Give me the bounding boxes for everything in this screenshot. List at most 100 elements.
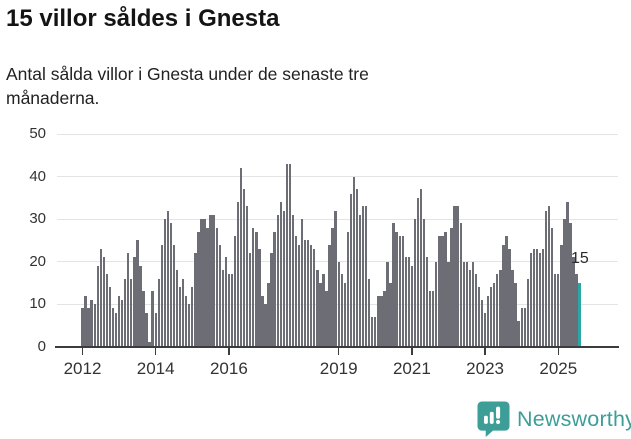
x-axis-label: 2025: [539, 358, 578, 378]
bar: [221, 270, 224, 347]
bar: [185, 295, 188, 347]
bar: [105, 274, 109, 347]
bar: [181, 278, 185, 347]
bar: [401, 236, 404, 347]
bar: [124, 278, 127, 347]
x-axis-label: 2012: [63, 358, 102, 378]
bar: [273, 231, 276, 347]
bar: [175, 270, 179, 347]
bar: [514, 282, 517, 347]
bar: [459, 223, 462, 347]
bar: [462, 261, 465, 347]
bar: [319, 282, 322, 347]
bar: [340, 274, 343, 347]
bar: [166, 210, 170, 347]
bar: [81, 308, 84, 347]
bar: [215, 227, 218, 347]
bar: [490, 287, 493, 347]
bar: [93, 304, 96, 347]
bar: [371, 316, 374, 347]
bar: [294, 236, 298, 347]
bar: [255, 231, 258, 347]
x-axis-label: 2023: [466, 358, 504, 378]
bar: [120, 299, 124, 347]
bar: [474, 274, 478, 347]
bar: [483, 312, 487, 347]
bar: [535, 248, 539, 347]
bar: [456, 206, 459, 347]
bar: [551, 227, 554, 347]
bar: [575, 274, 578, 347]
bar: [441, 236, 444, 347]
bar: [227, 274, 231, 347]
bar: [444, 231, 447, 347]
bar: [453, 206, 456, 347]
bar: [499, 270, 502, 347]
x-axis-label: 2019: [319, 358, 358, 378]
bar: [364, 206, 368, 347]
bar: [218, 244, 221, 347]
x-axis-line: [55, 345, 619, 348]
bar: [337, 261, 340, 347]
bar: [130, 278, 133, 347]
bar: [310, 244, 313, 347]
bar: [380, 295, 383, 347]
bar: [264, 304, 267, 347]
bar: [554, 274, 557, 347]
x-axis-tick: [228, 347, 230, 355]
gridline: [57, 133, 618, 135]
y-axis-label: 10: [29, 295, 46, 312]
bar: [560, 244, 563, 347]
bar: [242, 189, 246, 347]
bar: [291, 214, 295, 347]
bar: [389, 282, 392, 347]
bar: [224, 257, 228, 347]
bar: [429, 291, 432, 347]
bar: [114, 312, 118, 347]
bar: [322, 274, 325, 347]
bar: [249, 253, 252, 347]
bar: [307, 240, 310, 347]
newsworthy-logo[interactable]: Newsworthy: [477, 401, 631, 437]
bar: [160, 244, 163, 347]
bar: [563, 219, 566, 347]
bar: [419, 189, 423, 347]
bar: [172, 244, 176, 347]
bar: [139, 265, 142, 347]
bar: [303, 240, 307, 347]
bar: [261, 295, 264, 347]
bar: [450, 227, 453, 347]
bar: [239, 168, 243, 347]
bar: [538, 253, 542, 347]
bar: [435, 261, 438, 347]
y-axis-label: 20: [29, 252, 46, 270]
bar: [508, 248, 511, 347]
x-axis-tick: [154, 347, 157, 355]
bar: [334, 210, 337, 347]
bar: [325, 291, 328, 347]
bar: [145, 312, 148, 347]
bar: [410, 265, 414, 347]
bar: [352, 176, 356, 347]
bar: [520, 308, 523, 347]
x-axis-label: 2014: [136, 358, 175, 378]
bar: [358, 214, 362, 347]
bar: [142, 291, 145, 347]
bar: [316, 270, 319, 347]
bar: [230, 274, 234, 347]
x-axis-tick: [484, 347, 486, 355]
bar: [288, 163, 292, 347]
gridline: [57, 176, 618, 177]
bar: [368, 278, 371, 347]
bar: [297, 244, 301, 347]
bar: [203, 219, 206, 347]
bar: [300, 219, 304, 347]
bar: [267, 282, 270, 347]
bar: [517, 321, 520, 347]
bar: [465, 261, 468, 347]
chart-subtitle: Antal sålda villor i Gnesta under de sen…: [6, 64, 369, 109]
highlight-value-label: 15: [571, 250, 589, 267]
bar: [331, 227, 334, 347]
